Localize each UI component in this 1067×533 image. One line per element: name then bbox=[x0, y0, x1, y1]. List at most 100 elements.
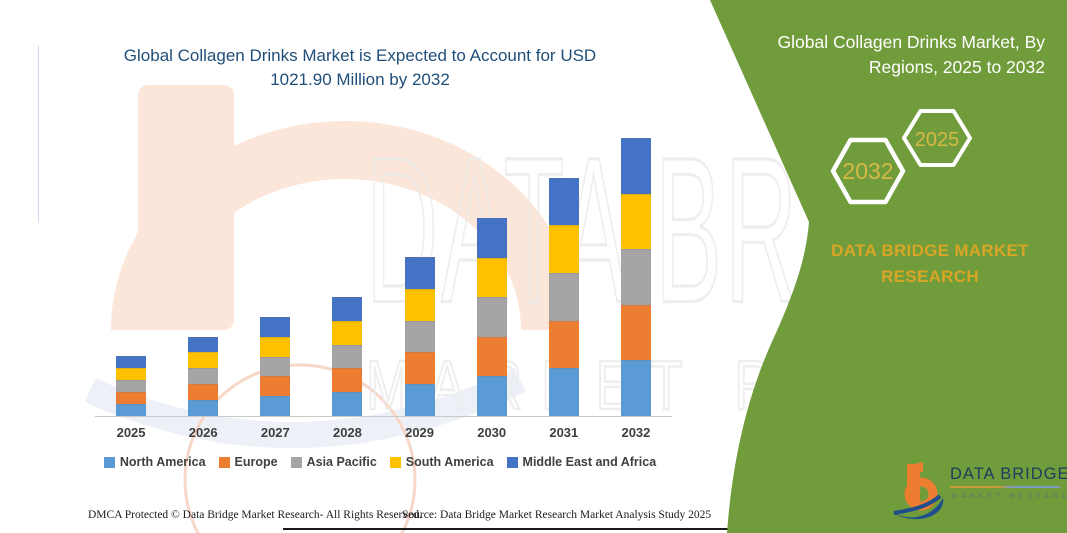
legend-item-north-america: North America bbox=[103, 455, 206, 469]
chart-legend: North America Europe Asia Pacific South Ame… bbox=[80, 455, 680, 469]
x-axis-label-2030: 2030 bbox=[477, 425, 507, 440]
bar-segment-middle-east-and-africa bbox=[188, 336, 219, 353]
bar-segment-south-america bbox=[188, 352, 219, 369]
stacked-bar-2030 bbox=[476, 218, 507, 416]
bar-segment-middle-east-and-africa bbox=[404, 257, 435, 289]
logo-sub-text: MARKET RESEARCH bbox=[951, 491, 1067, 500]
bar-segment-middle-east-and-africa bbox=[548, 177, 579, 226]
bar-segment-asia-pacific bbox=[332, 344, 363, 369]
bar-column-2029 bbox=[384, 131, 456, 416]
bar-segment-middle-east-and-africa bbox=[620, 138, 651, 194]
bar-segment-middle-east-and-africa bbox=[476, 218, 507, 258]
watermark-logo-b bbox=[84, 85, 579, 533]
footer-source-text: Source: Data Bridge Market Research Mark… bbox=[402, 509, 712, 521]
bar-segment-south-america bbox=[548, 225, 579, 273]
stacked-bar-2027 bbox=[260, 317, 291, 416]
panel-brand-text: DATA BRIDGE MARKET RESEARCH bbox=[816, 238, 1044, 291]
legend-item-asia-pacific: Asia Pacific bbox=[290, 455, 377, 469]
x-axis-labels: 2025 2026 2027 2028 2029 2030 2031 2032 bbox=[95, 425, 672, 440]
bar-segment-asia-pacific bbox=[620, 249, 651, 305]
bar-segment-europe bbox=[476, 336, 507, 377]
bar-segment-north-america bbox=[332, 392, 363, 416]
bar-column-2027 bbox=[239, 131, 311, 416]
bar-segment-asia-pacific bbox=[548, 272, 579, 321]
bar-segment-north-america bbox=[116, 404, 147, 416]
legend-swatch-icon bbox=[218, 456, 230, 468]
chart-title-line2: 1021.90 Million by 2032 bbox=[270, 70, 450, 90]
bar-segment-north-america bbox=[620, 360, 651, 416]
bar-segment-europe bbox=[620, 304, 651, 361]
x-axis-label-2027: 2027 bbox=[260, 425, 290, 440]
legend-label: Middle East and Africa bbox=[522, 455, 657, 469]
hexagon-2025 bbox=[902, 109, 972, 167]
bar-column-2030 bbox=[456, 131, 528, 416]
legend-label: North America bbox=[119, 455, 206, 469]
bar-column-2028 bbox=[311, 131, 383, 416]
bar-column-2031 bbox=[528, 131, 600, 416]
bar-segment-south-america bbox=[260, 336, 291, 357]
bar-segment-asia-pacific bbox=[188, 368, 219, 385]
bar-segment-europe bbox=[260, 376, 291, 397]
stacked-bar-2025 bbox=[116, 356, 147, 416]
panel-brand-line2: RESEARCH bbox=[881, 267, 979, 287]
data-bridge-logo: DATA BRIDGE MARKET RESEARCH bbox=[893, 456, 1067, 522]
hexagon-2032-label: 2032 bbox=[842, 158, 893, 184]
panel-title-line2: Regions, 2025 to 2032 bbox=[868, 57, 1045, 78]
x-axis-label-2028: 2028 bbox=[332, 425, 362, 440]
chart-title: Global Collagen Drinks Market is Expecte… bbox=[80, 44, 640, 92]
bar-segment-north-america bbox=[476, 376, 507, 416]
bar-segment-south-america bbox=[116, 368, 147, 380]
x-axis-label-2032: 2032 bbox=[621, 425, 651, 440]
x-axis-label-2025: 2025 bbox=[116, 425, 146, 440]
footer-dmca-text: DMCA Protected © Data Bridge Market Rese… bbox=[88, 509, 422, 521]
legend-swatch-icon bbox=[506, 456, 518, 468]
bar-segment-south-america bbox=[620, 193, 651, 250]
legend-label: South America bbox=[405, 455, 494, 469]
bar-segment-south-america bbox=[332, 320, 363, 345]
legend-swatch-icon bbox=[389, 456, 401, 468]
bar-segment-europe bbox=[188, 384, 219, 401]
legend-swatch-icon bbox=[290, 456, 302, 468]
bar-segment-asia-pacific bbox=[116, 380, 147, 392]
x-axis-label-2029: 2029 bbox=[405, 425, 435, 440]
stacked-bar-2026 bbox=[188, 336, 219, 416]
bar-column-2026 bbox=[167, 131, 239, 416]
legend-label: Asia Pacific bbox=[306, 455, 377, 469]
bar-column-2032 bbox=[600, 131, 672, 416]
stacked-bar-2029 bbox=[404, 257, 435, 416]
stacked-bar-chart bbox=[95, 132, 672, 417]
legend-swatch-icon bbox=[103, 456, 115, 468]
bar-segment-north-america bbox=[404, 384, 435, 416]
hexagon-2032 bbox=[830, 137, 906, 205]
bar-segment-south-america bbox=[404, 288, 435, 321]
panel-title-line1: Global Collagen Drinks Market, By bbox=[777, 32, 1045, 52]
bar-segment-north-america bbox=[260, 396, 291, 416]
frame-left-line bbox=[38, 45, 39, 223]
bar-column-2025 bbox=[95, 131, 167, 416]
bar-segment-middle-east-and-africa bbox=[116, 356, 147, 368]
bar-segment-asia-pacific bbox=[476, 297, 507, 337]
legend-item-middle-east-and-africa: Middle East and Africa bbox=[506, 455, 657, 469]
bar-segment-north-america bbox=[188, 400, 219, 416]
x-axis-label-2031: 2031 bbox=[549, 425, 579, 440]
bars-area bbox=[95, 131, 672, 417]
bar-segment-europe bbox=[548, 320, 579, 369]
bar-segment-middle-east-and-africa bbox=[260, 317, 291, 337]
stacked-bar-2032 bbox=[620, 138, 651, 416]
stacked-bar-2031 bbox=[548, 177, 579, 416]
bar-segment-europe bbox=[116, 392, 147, 404]
bottom-divider-line bbox=[283, 528, 742, 530]
x-axis-label-2026: 2026 bbox=[188, 425, 218, 440]
bar-segment-asia-pacific bbox=[404, 320, 435, 353]
bar-segment-asia-pacific bbox=[260, 356, 291, 377]
logo-name-text: DATA BRIDGE bbox=[950, 465, 1067, 483]
bar-segment-north-america bbox=[548, 368, 579, 416]
bar-segment-south-america bbox=[476, 257, 507, 298]
hexagon-2025-label: 2025 bbox=[915, 129, 960, 151]
legend-label: Europe bbox=[234, 455, 278, 469]
stacked-bar-2028 bbox=[332, 297, 363, 416]
logo-b-icon bbox=[893, 462, 944, 520]
